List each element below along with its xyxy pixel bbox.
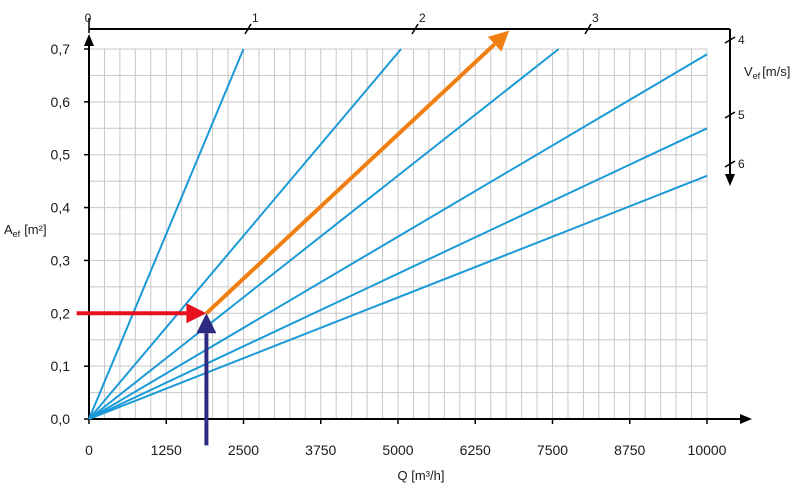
y-tick-label: 0,0 — [51, 411, 71, 427]
top-scale-tick — [411, 23, 419, 35]
right-scale-label: 4 — [738, 33, 745, 47]
x-tick-label: 2500 — [228, 442, 259, 458]
x-tick-label: 1250 — [151, 442, 182, 458]
annotation-arrow-2-head — [196, 313, 217, 334]
y-tick-label: 0,4 — [51, 200, 71, 216]
right-scale-label: 6 — [738, 157, 745, 171]
x-tick-label: 10000 — [688, 442, 727, 458]
x-tick-label: 6250 — [460, 442, 491, 458]
y-tick-label: 0,5 — [51, 147, 71, 163]
y-axis-arrowhead — [84, 34, 94, 46]
right-axis-label-unit: [m/s] — [762, 64, 790, 79]
x-axis-label: Q [m³/h] — [398, 468, 445, 483]
right-axis-label: Vef [m/s] — [744, 64, 790, 81]
y-axis-label-main: A — [4, 222, 13, 237]
y-tick-label: 0,1 — [51, 358, 71, 374]
series-line-5 — [88, 127, 708, 420]
y-axis-label: Aef [m²] — [4, 222, 47, 239]
annotation-arrow-3-head — [487, 30, 510, 52]
series-line-4 — [88, 53, 708, 420]
right-scale-tick — [724, 160, 736, 168]
x-tick-label: 5000 — [382, 442, 413, 458]
y-tick-label: 0,6 — [51, 94, 71, 110]
y-tick-label: 0,7 — [51, 41, 71, 57]
right-scale-tick — [724, 36, 736, 44]
y-axis-label-unit: [m²] — [24, 222, 46, 237]
y-axis-label-sub: ef — [13, 229, 21, 239]
axes — [84, 18, 752, 424]
right-axis-label-sub: ef — [753, 71, 761, 81]
grid — [88, 48, 708, 420]
top-scale-tick — [584, 23, 592, 35]
x-axis-arrowhead — [740, 414, 752, 424]
x-tick-label: 0 — [85, 442, 93, 458]
series-lines — [88, 48, 708, 420]
right-scale-label: 5 — [738, 108, 745, 122]
series-line-2 — [88, 48, 402, 420]
annotation-arrow-1-head — [186, 303, 207, 324]
series-line-3 — [88, 48, 560, 420]
top-scale-tick — [244, 23, 252, 35]
top-scale-label: 3 — [592, 11, 599, 25]
series-line-1 — [88, 48, 245, 420]
y-tick-label: 0,3 — [51, 252, 71, 268]
series-line-6 — [88, 174, 708, 420]
x-tick-label: 3750 — [305, 442, 336, 458]
y-tick-label: 0,2 — [51, 305, 71, 321]
top-scale-label: 2 — [419, 11, 426, 25]
annotation-arrows — [76, 30, 510, 446]
x-tick-label: 7500 — [537, 442, 568, 458]
x-tick-label: 8750 — [614, 442, 645, 458]
right-axis-label-main: V — [744, 64, 753, 79]
right-scale-arrowhead — [725, 174, 735, 186]
top-scale-label: 1 — [252, 11, 259, 25]
annotation-arrow-3-shaft — [205, 42, 496, 315]
tick-labels: 0 1 2 3 4 5 6 0 1250 2500 3750 5000 6250 7500 8750 1000… — [51, 11, 745, 458]
right-scale-tick — [724, 111, 736, 119]
top-scale-label: 0 — [85, 11, 92, 25]
